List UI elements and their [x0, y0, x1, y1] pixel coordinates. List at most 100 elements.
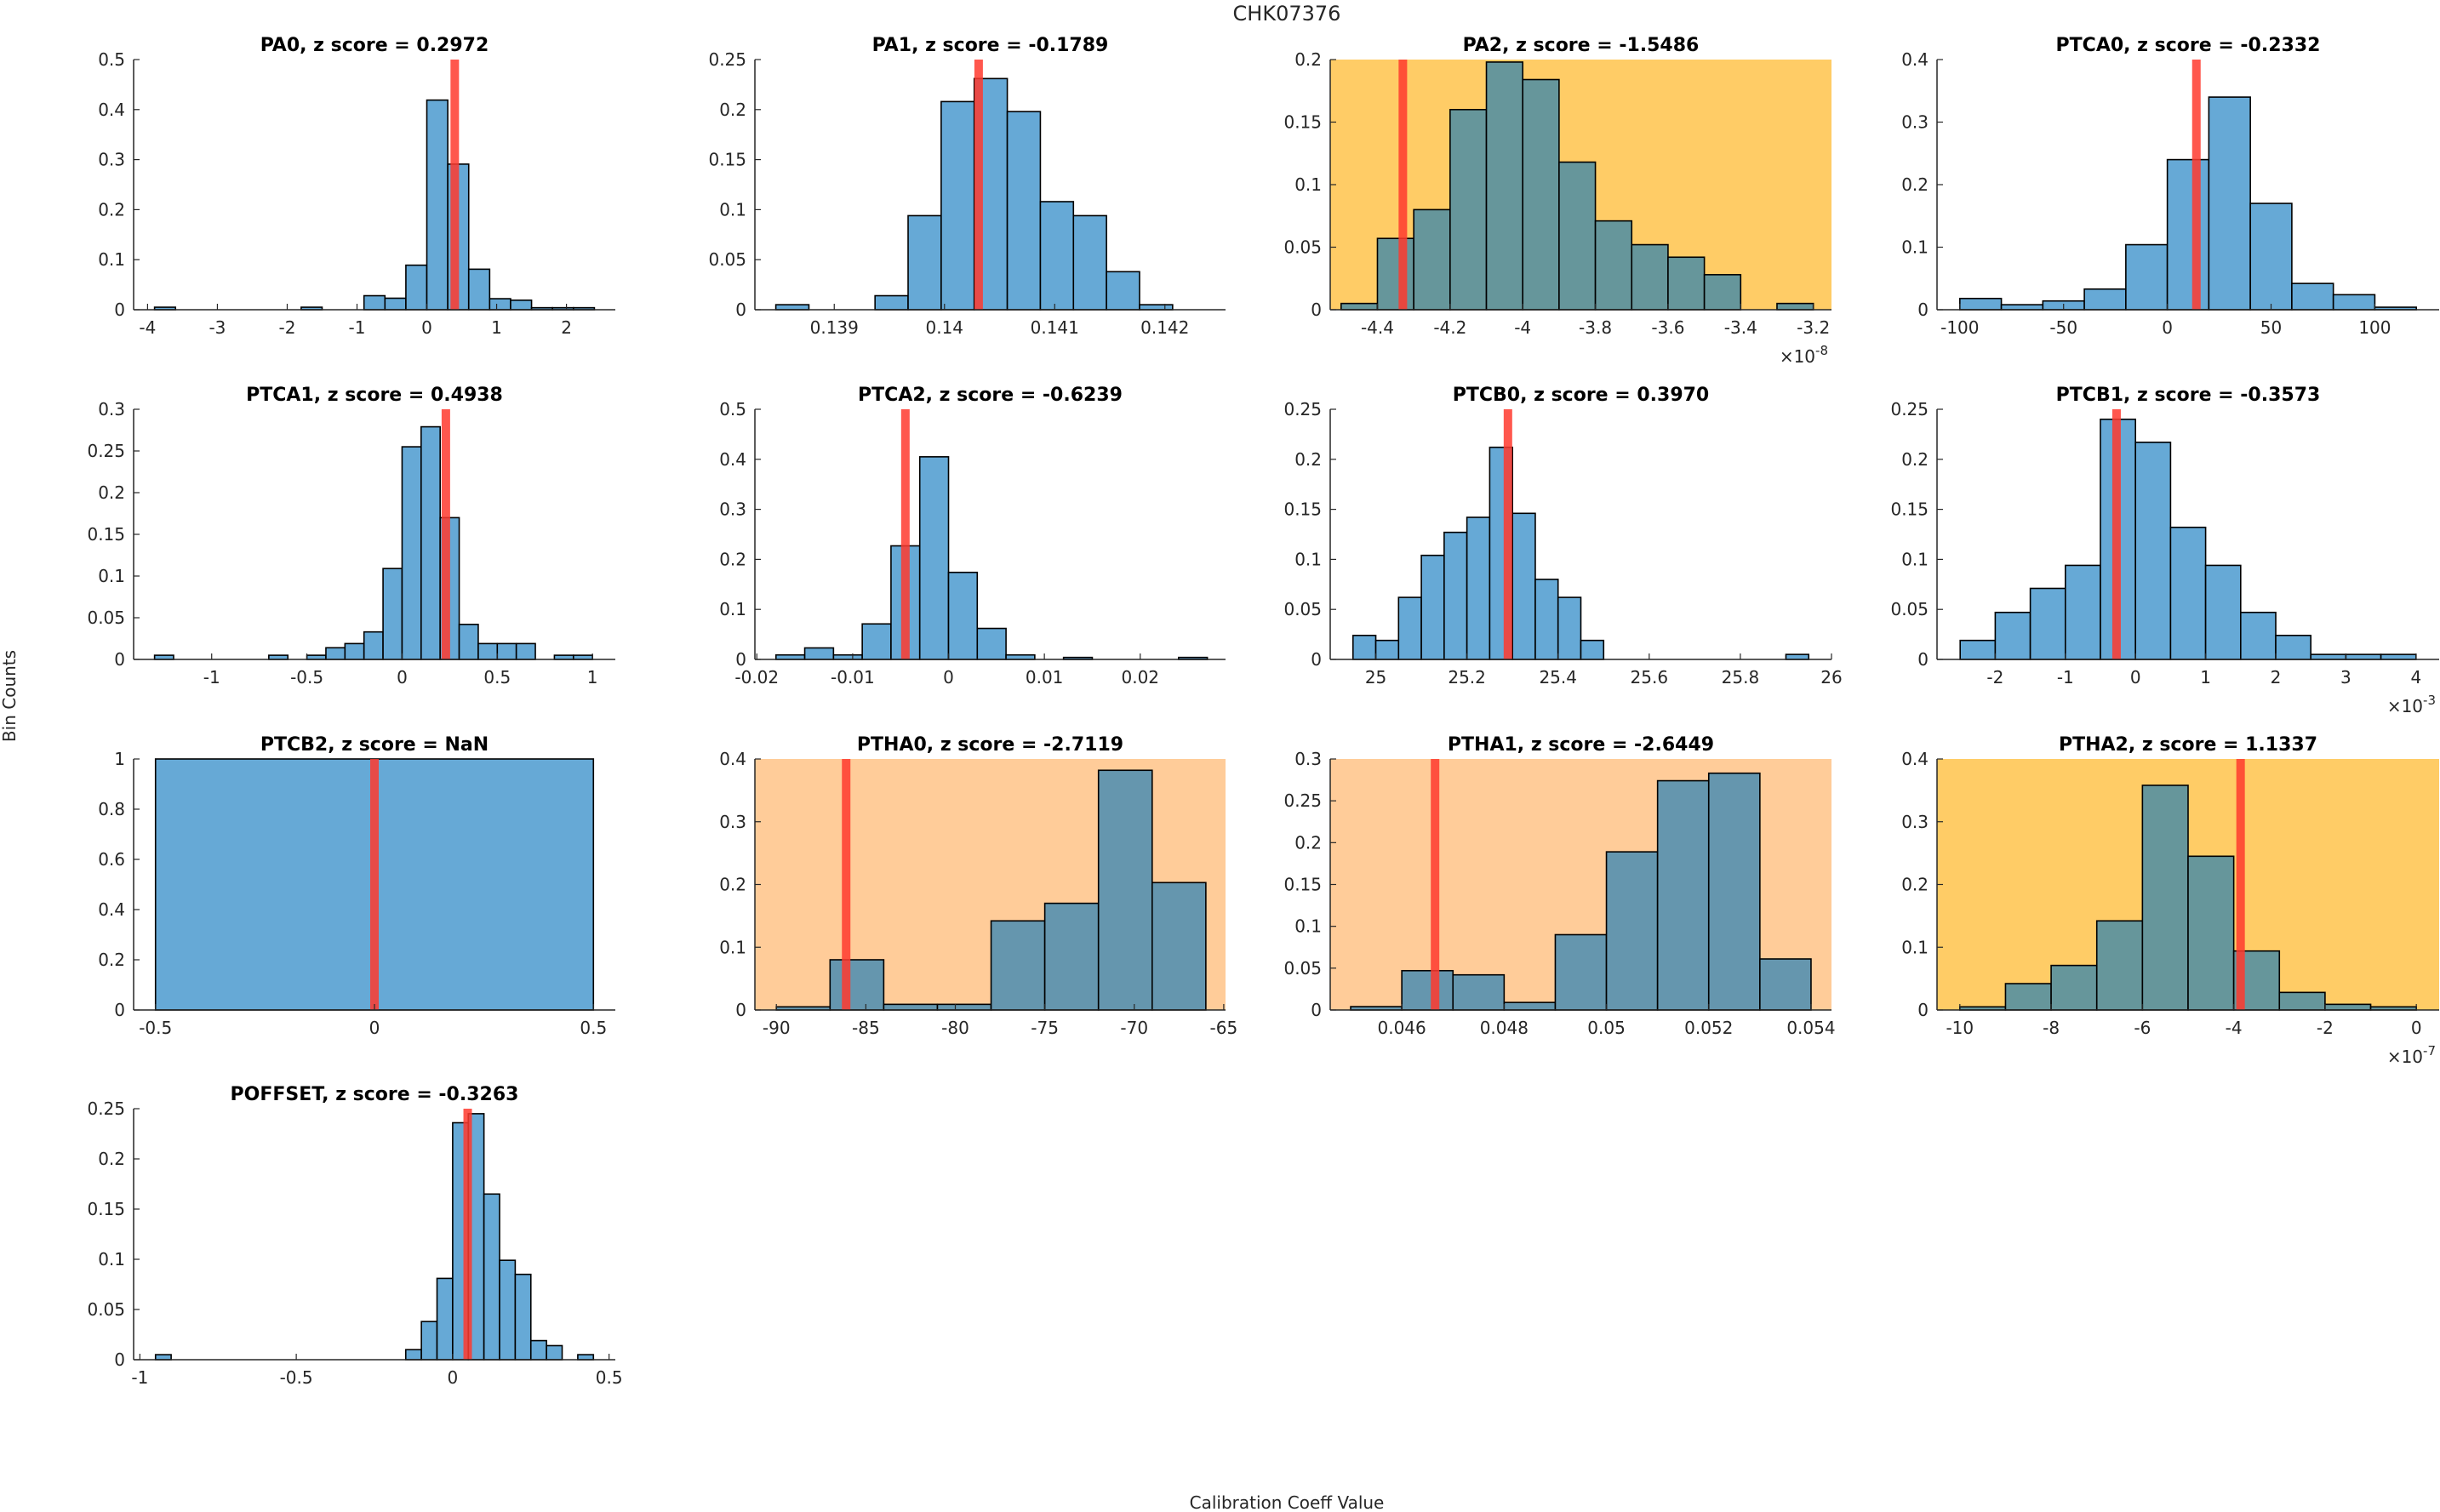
x-tick-label: 0.046	[1378, 1018, 1426, 1038]
subplot-ptha0: 0 0.1 0.2 0.3 0.4 -90 -85 -80 -75 -70 -65 PTHA0, z …	[719, 734, 1237, 1038]
x-tick-label: 4	[2410, 667, 2421, 688]
y-tick-label: 0.15	[87, 1199, 125, 1219]
y-tick-label: 0.3	[719, 499, 746, 520]
y-tick-label: 0.05	[1283, 958, 1322, 979]
histogram-bar	[2095, 920, 2144, 1011]
y-tick-label: 0.05	[87, 1299, 125, 1320]
histogram-bar	[990, 920, 1046, 1011]
histogram-bar	[2029, 587, 2066, 660]
histogram-bar	[510, 300, 533, 311]
histogram-bar	[829, 959, 885, 1011]
x-tick-label: -1	[2057, 667, 2074, 688]
y-tick-label: 0.4	[719, 749, 746, 769]
histogram-bar	[1994, 611, 2031, 660]
subplot-title: PTCB2, z score = NaN	[260, 734, 489, 756]
histogram-bar	[489, 298, 511, 311]
histogram-bar	[2187, 855, 2235, 1011]
histogram-bar	[154, 1354, 172, 1361]
coefficient-marker-line	[2236, 759, 2245, 1010]
y-tick-label: 0	[735, 1000, 746, 1020]
y-tick-label: 0.2	[98, 1149, 125, 1169]
coefficient-marker-line	[450, 60, 460, 310]
histogram-bar	[861, 623, 892, 660]
histogram-bar	[1776, 302, 1814, 311]
x-tick-label: -2	[2317, 1018, 2334, 1038]
y-tick-label: 0.15	[1890, 499, 1929, 520]
histogram-bar	[1631, 243, 1669, 311]
x-tick-label: 0.5	[596, 1367, 623, 1388]
coefficient-marker-line	[974, 60, 983, 310]
y-tick-label: 0.05	[1890, 599, 1929, 619]
histogram-bar	[883, 1003, 939, 1011]
x-tick-label: 0	[369, 1018, 380, 1038]
y-tick-label: 0.15	[1283, 499, 1322, 520]
histogram-bar	[774, 653, 806, 660]
histogram-bar	[458, 624, 479, 660]
x-tick-label: -3.2	[1797, 317, 1830, 338]
y-tick-label: 0.2	[98, 950, 125, 970]
subplot-ptha2: 0 0.1 0.2 0.3 0.4 -10 -8 -6 -4 -2 0 ×10-7 PTHA2, z s…	[1901, 734, 2439, 1067]
x-tick-label: -0.5	[290, 667, 323, 688]
y-tick-label: 0.25	[1283, 790, 1322, 811]
histogram-bar	[874, 294, 909, 311]
x-tick-label: -1	[349, 317, 366, 338]
y-tick-label: 0.05	[708, 249, 746, 270]
x-tick-label: -4	[139, 317, 156, 338]
y-tick-label: 0.5	[719, 399, 746, 419]
histogram-bar	[1707, 772, 1761, 1011]
x-tick-label: -90	[763, 1018, 791, 1038]
x-tick-label: -3.8	[1579, 317, 1612, 338]
subplot-poffset: 0 0.05 0.1 0.15 0.2 0.25 -1 -0.5 0 0.5 POFFSET, z …	[87, 1084, 622, 1388]
y-tick-label: 0.3	[719, 812, 746, 832]
histogram-bar	[467, 268, 491, 311]
x-tick-label: 1	[587, 667, 598, 688]
y-tick-label: 0	[114, 300, 125, 320]
y-tick-label: 0	[735, 649, 746, 670]
histogram-bar	[436, 1277, 454, 1361]
y-tick-label: 0.15	[708, 150, 746, 170]
y-tick-label: 0.2	[719, 875, 746, 895]
histogram-bar	[1443, 531, 1468, 660]
x-tick-label: -3	[209, 317, 226, 338]
histogram-bar	[2275, 634, 2312, 660]
x-tick-label: 100	[2358, 317, 2391, 338]
y-tick-label: 0	[114, 1349, 125, 1370]
x-tick-label: -80	[941, 1018, 969, 1038]
x-tick-label: 0.142	[1140, 317, 1189, 338]
histogram-bar	[384, 297, 407, 311]
histogram-bar	[2125, 243, 2169, 311]
y-tick-label: 1	[114, 749, 125, 769]
coefficient-marker-line	[463, 1109, 472, 1360]
histogram-bar	[1485, 61, 1524, 311]
x-tick-label: 0	[2162, 317, 2173, 338]
histogram-bar	[1397, 596, 1422, 660]
subplot-ptca0: 0 0.1 0.2 0.3 0.4 -100 -50 0 50 100 PTCA0, z score…	[1901, 35, 2439, 338]
y-tick-label: 0.15	[1283, 875, 1322, 895]
histogram-bar	[1413, 208, 1451, 311]
x-tick-label: -2	[1986, 667, 2003, 688]
x-tick-label: 0.052	[1684, 1018, 1733, 1038]
y-tick-label: 0.25	[87, 1098, 125, 1119]
histogram-bar	[1580, 639, 1605, 660]
y-tick-label: 0	[1311, 649, 1322, 670]
y-tick-label: 0.25	[87, 441, 125, 461]
histogram-bar	[947, 571, 979, 660]
coefficient-marker-line	[1398, 60, 1408, 310]
y-tick-label: 0.25	[708, 49, 746, 70]
y-tick-label: 0.25	[1283, 399, 1322, 419]
histogram-bar	[1554, 933, 1608, 1011]
histogram-bar	[420, 1321, 438, 1361]
subplot-pa1: 0 0.05 0.1 0.15 0.2 0.25 0.139 0.14 0.141 0.142 PA…	[708, 35, 1226, 338]
y-tick-label: 0.1	[719, 599, 746, 619]
histogram-bar	[2204, 564, 2242, 660]
x-tick-label: 0.05	[1587, 1018, 1626, 1038]
histogram-bar	[1522, 78, 1560, 311]
y-tick-label: 0	[735, 300, 746, 320]
subplot-ptcb2: 0 0.2 0.4 0.6 0.8 1 -0.5 0 0.5 PTCB2, z score = N…	[98, 734, 615, 1038]
y-tick-label: 0.2	[1901, 174, 1929, 195]
y-tick-label: 0	[114, 1000, 125, 1020]
y-tick-label: 0.2	[719, 100, 746, 120]
y-tick-label: 0.15	[87, 524, 125, 545]
histogram-bar	[1401, 969, 1454, 1011]
